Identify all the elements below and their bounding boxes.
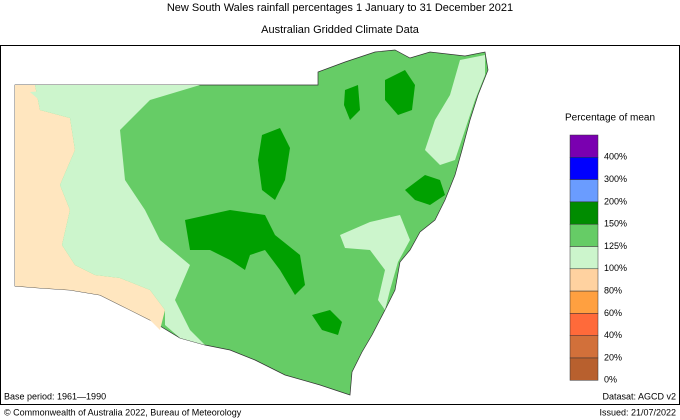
legend-swatch <box>569 268 599 292</box>
region-150-south <box>312 310 342 335</box>
region-100 <box>35 85 205 345</box>
legend-swatch <box>569 246 599 270</box>
region-150-central <box>185 210 305 295</box>
region-150-north <box>258 128 290 200</box>
legend-swatch <box>569 290 599 314</box>
legend-label: 60% <box>604 308 622 318</box>
legend-swatch <box>569 223 599 247</box>
legend-title: Percentage of mean <box>565 113 655 124</box>
legend-label: 40% <box>604 330 622 340</box>
region-150-ne <box>385 70 415 115</box>
legend-swatch <box>569 201 599 225</box>
dataset: Datasat: AGCD v2 <box>602 391 676 401</box>
legend-swatch <box>569 357 599 381</box>
region-150-east <box>405 175 445 205</box>
region-100-north <box>30 88 100 108</box>
legend-swatch <box>569 335 599 359</box>
region-100-coast <box>340 215 410 310</box>
legend-label: 200% <box>604 196 627 206</box>
legend-label: 400% <box>604 152 627 162</box>
legend-label: 100% <box>604 263 627 273</box>
legend-label: 300% <box>604 174 627 184</box>
legend-swatch <box>569 313 599 336</box>
issued: Issued: 21/07/2022 <box>599 407 676 417</box>
copyright: © Commonwealth of Australia 2022, Bureau… <box>4 407 242 417</box>
legend: 400% 300% 200% 150% 125% 100% 80% 60% 40% 20% 0% <box>569 134 627 385</box>
region-80 <box>15 85 165 330</box>
legend-label: 0% <box>604 375 617 385</box>
legend-label: 125% <box>604 241 627 251</box>
nsw-map <box>14 49 489 396</box>
legend-label: 150% <box>604 219 627 229</box>
legend-swatch <box>569 179 599 203</box>
subtitle: Australian Gridded Climate Data <box>261 24 420 36</box>
region-150-ne2 <box>344 85 360 120</box>
base-period: Base period: 1961—1990 <box>4 391 106 401</box>
legend-label: 80% <box>604 285 622 295</box>
legend-label: 20% <box>604 352 622 362</box>
legend-swatch <box>569 157 599 180</box>
title: New South Wales rainfall percentages 1 J… <box>167 2 513 14</box>
legend-swatch <box>569 134 599 158</box>
region-100-ne <box>425 55 485 165</box>
